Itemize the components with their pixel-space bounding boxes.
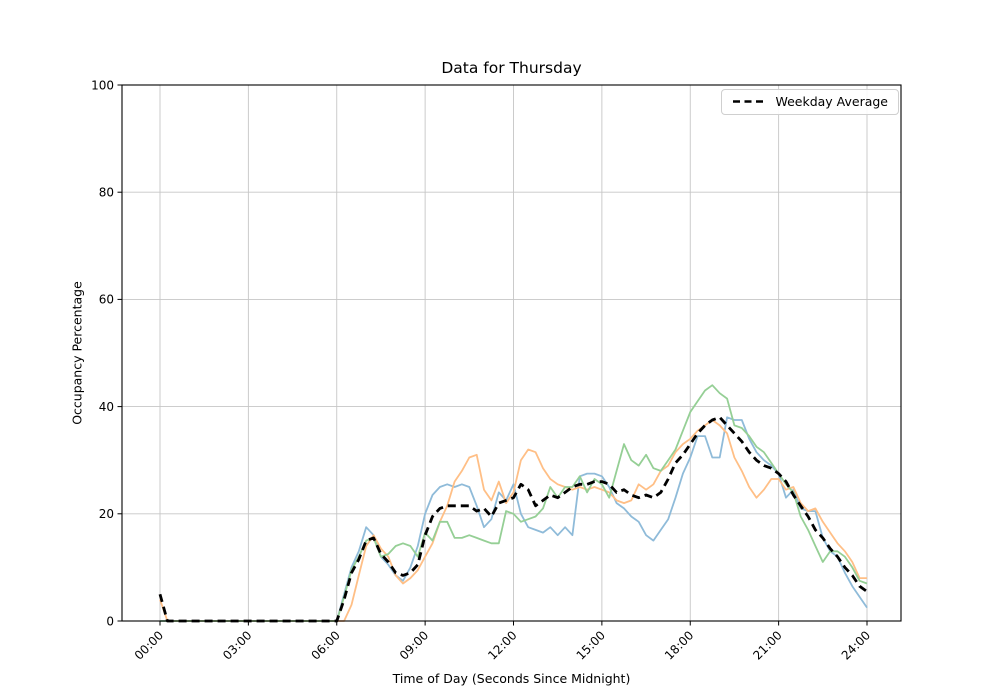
svg-text:100: 100: [91, 78, 114, 92]
svg-text:0: 0: [106, 614, 114, 628]
chart-title: Data for Thursday: [441, 59, 582, 77]
legend-dash-line: [733, 100, 766, 103]
x-axis-label: Time of Day (Seconds Since Midnight): [392, 671, 631, 686]
svg-text:24:00: 24:00: [839, 628, 873, 662]
y-axis-label: Occupancy Percentage: [69, 281, 85, 425]
svg-text:60: 60: [99, 293, 114, 307]
legend-box: Weekday Average: [721, 89, 899, 115]
svg-text:40: 40: [99, 400, 114, 414]
svg-text:21:00: 21:00: [750, 628, 784, 662]
svg-text:80: 80: [99, 186, 114, 200]
svg-text:15:00: 15:00: [574, 628, 608, 662]
legend-label: Weekday Average: [775, 94, 888, 109]
svg-text:20: 20: [99, 507, 114, 521]
svg-text:03:00: 03:00: [220, 628, 254, 662]
svg-text:18:00: 18:00: [662, 628, 696, 662]
svg-text:06:00: 06:00: [309, 628, 343, 662]
svg-text:00:00: 00:00: [132, 628, 166, 662]
svg-text:09:00: 09:00: [397, 628, 431, 662]
svg-text:12:00: 12:00: [485, 628, 519, 662]
